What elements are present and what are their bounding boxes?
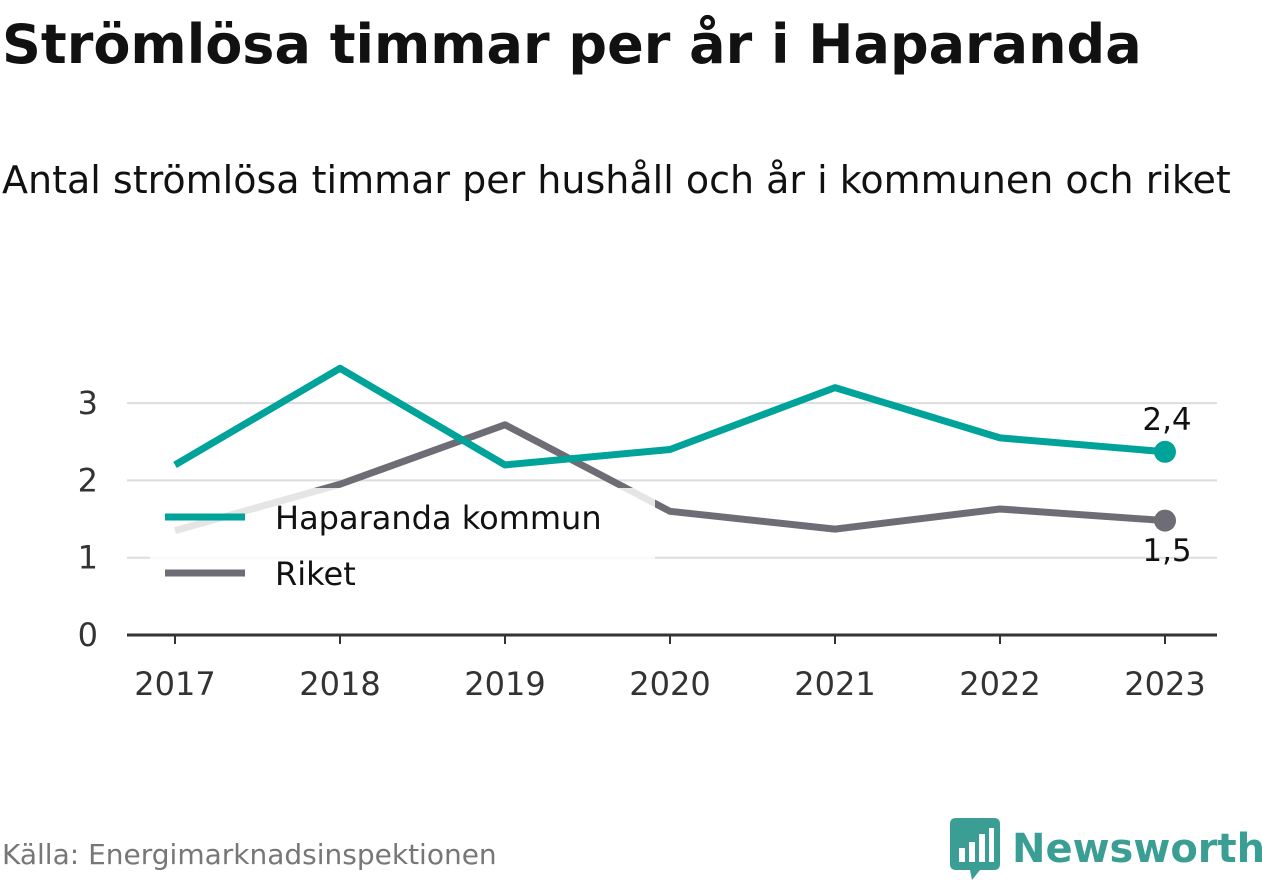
series-line-haparanda	[173, 364, 1166, 469]
y-tick-label: 2	[78, 461, 98, 499]
end-label-haparanda: 2,4	[1142, 402, 1191, 438]
x-tick-label: 2019	[464, 665, 545, 703]
source-note: Källa: Energimarknadsinspektionen	[2, 838, 497, 871]
series-end-marker	[1154, 440, 1176, 463]
x-tick-label: 2022	[959, 665, 1040, 703]
y-tick-label: 0	[78, 616, 98, 654]
y-tick-label: 3	[78, 384, 98, 422]
y-tick-label: 1	[78, 539, 98, 577]
legend-background	[150, 488, 655, 604]
chart-subtitle: Antal strömlösa timmar per hushåll och å…	[2, 158, 1231, 202]
x-tick-label: 2020	[629, 665, 710, 703]
chart-title: Strömlösa timmar per år i Haparanda	[2, 13, 1142, 76]
series-line-riket	[174, 421, 1166, 535]
x-tick-label: 2023	[1124, 665, 1205, 703]
legend-label: Riket	[275, 555, 356, 593]
brand-logo: Newsworthy	[950, 818, 1262, 880]
brand-name: Newsworthy	[1012, 826, 1262, 872]
series-end-marker	[1154, 509, 1176, 532]
legend-label: Haparanda kommun	[275, 499, 602, 537]
x-tick-label: 2017	[134, 665, 215, 703]
end-label-riket: 1,5	[1142, 533, 1191, 569]
newsworthy-logo-icon	[950, 818, 1000, 880]
x-tick-label: 2018	[299, 665, 380, 703]
x-tick-label: 2021	[794, 665, 875, 703]
